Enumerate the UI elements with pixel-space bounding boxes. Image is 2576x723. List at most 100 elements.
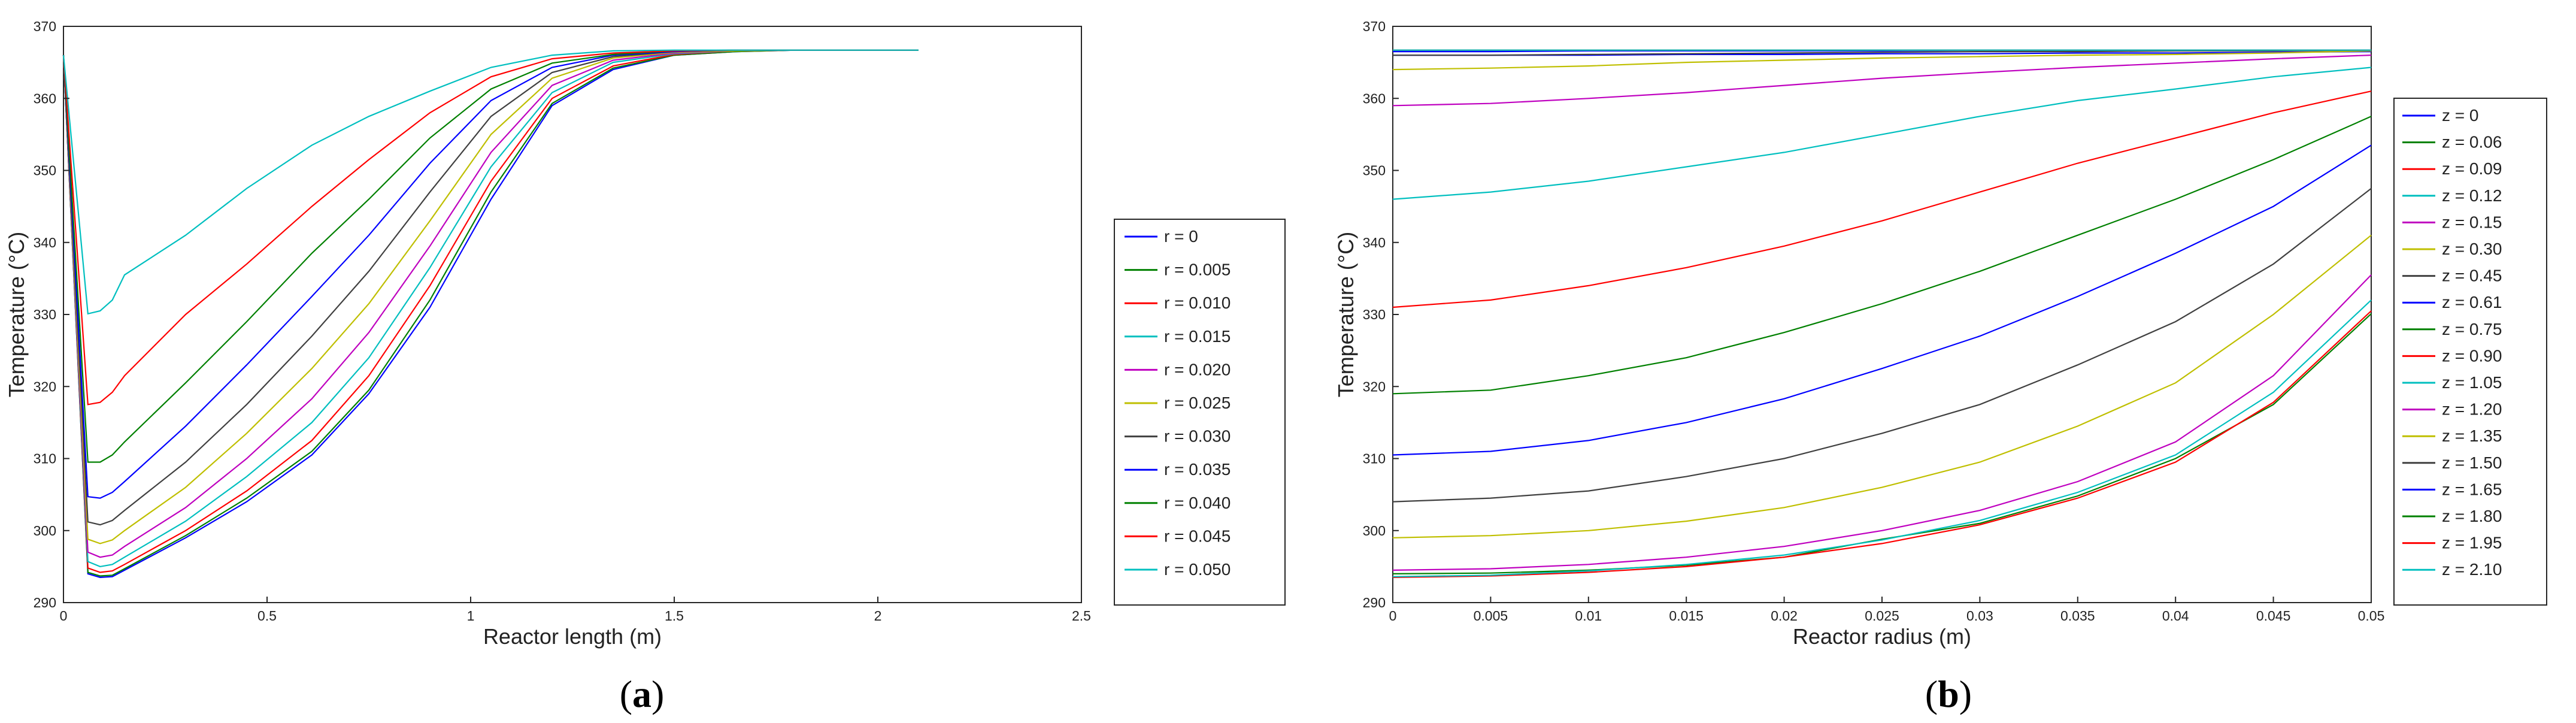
legend-label: r = 0.025 bbox=[1164, 394, 1231, 412]
y-tick-label: 320 bbox=[34, 379, 56, 394]
legend-label: z = 1.50 bbox=[2442, 453, 2502, 472]
y-tick-label: 310 bbox=[34, 451, 56, 467]
x-tick-label: 1.5 bbox=[665, 608, 684, 624]
x-tick-label: 0.005 bbox=[1474, 608, 1508, 624]
legend-label: r = 0.050 bbox=[1164, 560, 1231, 579]
legend-label: r = 0.010 bbox=[1164, 294, 1231, 312]
series-line bbox=[1392, 66, 2372, 200]
legend-b: z = 0 z = 0.06 z = 0.09 z = 0.12 z = 0.15 z =… bbox=[2393, 98, 2547, 606]
chart-a: 0 0.5 1 1.5 2 2.5 290 300 310 320 330 340 350 360 370… bbox=[4, 19, 1286, 715]
y-tick-label: 340 bbox=[1363, 235, 1386, 250]
plot-area-b bbox=[1392, 26, 2372, 603]
legend-box-b bbox=[2393, 98, 2547, 606]
x-axis-label-a: Reactor length (m) bbox=[483, 624, 662, 649]
series-line bbox=[1392, 300, 2372, 577]
x-tick-label: 0.015 bbox=[1669, 608, 1704, 624]
series-line bbox=[1392, 313, 2372, 574]
series-line bbox=[1392, 90, 2372, 308]
y-ticks-b: 290 300 310 320 330 340 350 360 370 bbox=[1363, 19, 1399, 610]
legend-label: z = 1.65 bbox=[2442, 480, 2502, 498]
legend-label: z = 0.75 bbox=[2442, 320, 2502, 338]
x-tick-label: 0.04 bbox=[2162, 608, 2189, 624]
x-ticks-a: 0 0.5 1 1.5 2 2.5 bbox=[60, 597, 1091, 624]
y-axis-label-a: Temperature (°C) bbox=[4, 232, 29, 397]
y-tick-label: 370 bbox=[1363, 19, 1386, 34]
legend-label: z = 0.12 bbox=[2442, 186, 2502, 205]
x-ticks-b: 0 0.005 0.01 0.015 0.02 0.025 0.03 0.035 0.04 0.0… bbox=[1389, 597, 2385, 624]
legend-a: r = 0 r = 0.005 r = 0.010 r = 0.015 r = 0.02… bbox=[1114, 219, 1286, 606]
x-tick-label: 0.01 bbox=[1575, 608, 1602, 624]
series-line bbox=[1392, 187, 2372, 503]
y-tick-label: 360 bbox=[1363, 90, 1386, 106]
y-tick-label: 370 bbox=[34, 19, 56, 34]
x-tick-label: 0.02 bbox=[1771, 608, 1798, 624]
legend-label: r = 0.005 bbox=[1164, 261, 1231, 279]
legend-label: z = 0.61 bbox=[2442, 293, 2502, 311]
legend-label: z = 1.05 bbox=[2442, 373, 2502, 392]
legend-label: z = 1.80 bbox=[2442, 507, 2502, 525]
y-tick-label: 300 bbox=[1363, 523, 1386, 539]
legend-entries-a: r = 0 r = 0.005 r = 0.010 r = 0.015 r = 0.02… bbox=[1125, 227, 1231, 579]
x-axis-label-b: Reactor radius (m) bbox=[1793, 624, 1971, 649]
y-tick-label: 310 bbox=[1363, 451, 1386, 467]
x-tick-label: 0.05 bbox=[2358, 608, 2385, 624]
series-line bbox=[1392, 274, 2372, 571]
x-tick-label: 0.5 bbox=[257, 608, 277, 624]
panel-label-b: (b) bbox=[1925, 673, 1972, 715]
legend-label: z = 1.95 bbox=[2442, 534, 2502, 552]
y-axis-label-b: Temperature (°C) bbox=[1334, 232, 1358, 397]
legend-label: z = 0.15 bbox=[2442, 213, 2502, 231]
x-tick-label: 0.035 bbox=[2060, 608, 2095, 624]
panel-paren-open-a: ( bbox=[620, 673, 632, 715]
y-tick-label: 330 bbox=[1363, 307, 1386, 322]
legend-label: z = 1.20 bbox=[2442, 400, 2502, 419]
legend-label: r = 0 bbox=[1164, 227, 1198, 246]
panel-paren-close-a: ) bbox=[651, 673, 664, 715]
legend-label: r = 0.040 bbox=[1164, 494, 1231, 512]
x-tick-label: 0.03 bbox=[1966, 608, 1993, 624]
series-line bbox=[62, 49, 919, 315]
x-tick-label: 0.045 bbox=[2256, 608, 2291, 624]
series-line bbox=[1392, 310, 2372, 578]
legend-box-a bbox=[1114, 219, 1286, 606]
legend-label: z = 0.90 bbox=[2442, 346, 2502, 365]
legend-label: r = 0.015 bbox=[1164, 327, 1231, 346]
y-tick-label: 290 bbox=[1363, 595, 1386, 610]
legend-label: z = 0 bbox=[2442, 106, 2478, 125]
legend-label: z = 0.30 bbox=[2442, 240, 2502, 258]
y-tick-label: 300 bbox=[34, 523, 56, 539]
legend-label: r = 0.035 bbox=[1164, 460, 1231, 479]
y-ticks-a: 290 300 310 320 330 340 350 360 370 bbox=[34, 19, 69, 610]
series-line bbox=[1392, 144, 2372, 456]
series-line bbox=[1392, 234, 2372, 539]
y-tick-label: 340 bbox=[34, 235, 56, 250]
legend-entries-b: z = 0 z = 0.06 z = 0.09 z = 0.12 z = 0.15 z =… bbox=[2402, 106, 2502, 579]
x-tick-label: 2 bbox=[874, 608, 882, 624]
series-line bbox=[1392, 116, 2372, 395]
legend-label: z = 0.06 bbox=[2442, 133, 2502, 152]
x-tick-label: 2.5 bbox=[1072, 608, 1091, 624]
legend-label: r = 0.030 bbox=[1164, 427, 1231, 446]
series-line bbox=[1392, 55, 2372, 107]
x-tick-label: 0 bbox=[60, 608, 68, 624]
legend-label: z = 2.10 bbox=[2442, 560, 2502, 579]
series-lines-a bbox=[62, 49, 919, 579]
x-tick-label: 1 bbox=[467, 608, 475, 624]
panel-label-a: (a) bbox=[620, 673, 665, 715]
series-lines-b bbox=[1392, 49, 2372, 578]
legend-label: r = 0.045 bbox=[1164, 527, 1231, 545]
x-tick-label: 0.025 bbox=[1865, 608, 1899, 624]
legend-label: z = 0.45 bbox=[2442, 267, 2502, 285]
panel-letter-a: a bbox=[632, 673, 651, 715]
y-tick-label: 320 bbox=[1363, 379, 1386, 394]
legend-label: z = 1.35 bbox=[2442, 426, 2502, 445]
series-line bbox=[1392, 50, 2372, 71]
x-tick-label: 0 bbox=[1389, 608, 1397, 624]
y-tick-label: 350 bbox=[1363, 163, 1386, 179]
legend-label: z = 0.09 bbox=[2442, 159, 2502, 178]
y-tick-label: 330 bbox=[34, 307, 56, 322]
panel-paren-close-b: ) bbox=[1959, 673, 1972, 715]
y-tick-label: 350 bbox=[34, 163, 56, 179]
chart-b: 0 0.005 0.01 0.015 0.02 0.025 0.03 0.035 0.04 0.0… bbox=[1334, 19, 2547, 715]
